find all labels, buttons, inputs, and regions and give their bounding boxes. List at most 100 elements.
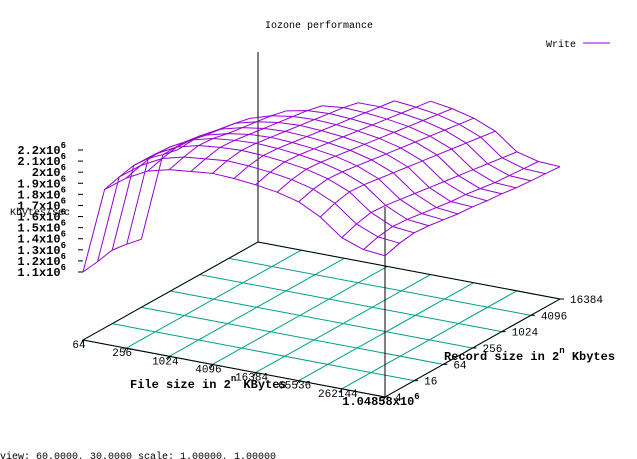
z-tick-label-text: 1.2x10: [17, 255, 60, 269]
y-tick-label: 64: [453, 360, 467, 372]
z-tick-label: 1.9x106: [17, 174, 66, 191]
y-axis-label-text: Record size in 2: [444, 350, 559, 364]
z-tick-label: 2.1x106: [17, 152, 66, 169]
x-tick: [209, 364, 213, 369]
x-tick-label: 64: [72, 340, 86, 352]
z-tick-label-text: 1.9x10: [17, 177, 60, 191]
y-tick-label-text: 1024: [512, 328, 539, 340]
z-tick-label: 1.8x106: [17, 185, 66, 202]
surface-line: [213, 121, 473, 208]
x-tick-label-text: 65536: [278, 381, 311, 393]
x-tick: [382, 396, 386, 402]
surface-line: [97, 156, 400, 262]
x-axis-label: File size in 2n KBytes: [130, 374, 287, 392]
x-tick: [80, 339, 84, 345]
x-tick-label-text: 64: [72, 340, 86, 352]
z-tick-label: 2x106: [32, 163, 66, 180]
z-tick-label-text: 2.2x10: [17, 144, 60, 158]
surface-line: [322, 105, 517, 189]
x-tick: [166, 356, 170, 361]
z-tick-label-exponent: 6: [61, 230, 66, 240]
x-tick: [339, 388, 343, 394]
surface-line: [111, 145, 415, 251]
z-tick-label: 1.2x106: [17, 252, 66, 269]
grid-line: [199, 274, 502, 333]
y-tick-label: 16: [424, 377, 437, 389]
x-axis-label-after: KBytes: [236, 378, 286, 392]
surface-line: [394, 100, 546, 175]
x-tick-label-text: 256: [112, 348, 132, 360]
y-axis-label-after: Kbytes: [565, 350, 615, 364]
y-axis-label-sup: n: [559, 346, 564, 356]
y-tick-label: 16384: [570, 295, 603, 307]
surface-line: [285, 110, 502, 195]
z-tick-label-exponent: 6: [61, 141, 66, 151]
x-tick-label-text: 262144: [318, 389, 358, 401]
z-tick-label-text: 1.8x10: [17, 188, 60, 202]
y-tick-label-text: 4096: [541, 311, 567, 323]
x-tick-label: 1.04858x106: [342, 392, 419, 409]
x-tick-label: 262144: [318, 389, 358, 401]
surface-line: [190, 105, 323, 172]
y-tick-label: 256: [483, 344, 503, 356]
z-tick-label: 1.4x106: [17, 230, 66, 247]
z-tick-label-text: 1.7x10: [17, 199, 60, 213]
chart-title: Iozone performance: [265, 20, 373, 32]
x-tick-label-text: 1024: [152, 356, 179, 368]
y-tick-label-text: 256: [483, 344, 503, 356]
z-tick-label: 2.2x106: [17, 141, 66, 158]
y-tick-label: 4096: [541, 311, 567, 323]
y-tick-label: 4: [395, 393, 402, 405]
z-tick-label-text: 1.4x10: [17, 233, 60, 247]
x-tick-label-text: 1.04858x10: [342, 395, 414, 409]
grid-line: [228, 257, 531, 316]
x-tick-label: 4096: [195, 364, 221, 376]
z-tick-label-text: 1.1x10: [17, 266, 60, 280]
y-tick-label-text: 16: [424, 377, 437, 389]
surface-line: [82, 169, 386, 273]
z-tick-label-text: 1.5x10: [17, 222, 60, 236]
x-tick-label-text: 4096: [195, 364, 221, 376]
x-tick-label-text: 16384: [235, 373, 268, 385]
surface-line: [233, 100, 395, 179]
z-tick-label-text: 2x10: [32, 166, 61, 180]
x-axis-label-sup: n: [231, 374, 236, 384]
z-tick-label-exponent: 6: [61, 263, 66, 273]
z-tick-label-text: 1.3x10: [17, 244, 60, 258]
y-tick-label-text: 4: [395, 393, 402, 405]
surface-line: [358, 102, 531, 182]
z-tick-label-exponent: 6: [61, 174, 66, 184]
surface-line: [140, 133, 444, 240]
z-tick-label: 1.1x106: [17, 263, 66, 280]
y-axis-label: Record size in 2n Kbytes: [444, 346, 615, 364]
grid-line: [170, 290, 473, 349]
x-tick-label: 256: [112, 348, 132, 360]
z-tick-label: 1.5x106: [17, 219, 66, 236]
surface-line: [126, 137, 429, 245]
z-tick-label-exponent: 6: [61, 163, 66, 173]
x-axis-label-text: File size in 2: [130, 378, 231, 392]
z-tick-label-exponent: 6: [61, 196, 66, 206]
surface-line: [177, 127, 459, 215]
x-tick-label: 16384: [235, 373, 268, 385]
z-tick-label-text: 1.6x10: [17, 211, 60, 225]
z-tick-label-exponent: 6: [61, 208, 66, 218]
footer: view: 60.0000, 30.0000 scale: 1.00000, 1…: [0, 451, 276, 459]
x-tick-label: 1024: [152, 356, 179, 368]
grid-line: [112, 323, 415, 382]
z-tick-label-exponent: 6: [61, 185, 66, 195]
x-tick: [123, 347, 127, 353]
y-tick-label-text: 64: [453, 360, 467, 372]
z-tick-label-exponent: 6: [61, 219, 66, 229]
x-tick-label-exponent: 6: [414, 392, 419, 402]
y-tick-label: 1024: [512, 328, 539, 340]
grid-line: [141, 306, 444, 365]
z-tick-label: 1.3x106: [17, 241, 66, 258]
z-tick-label-text: 2.1x10: [17, 155, 60, 169]
surface-line: [249, 115, 488, 202]
z-tick-label: 1.7x106: [17, 196, 66, 213]
z-tick-label-exponent: 6: [61, 252, 66, 262]
